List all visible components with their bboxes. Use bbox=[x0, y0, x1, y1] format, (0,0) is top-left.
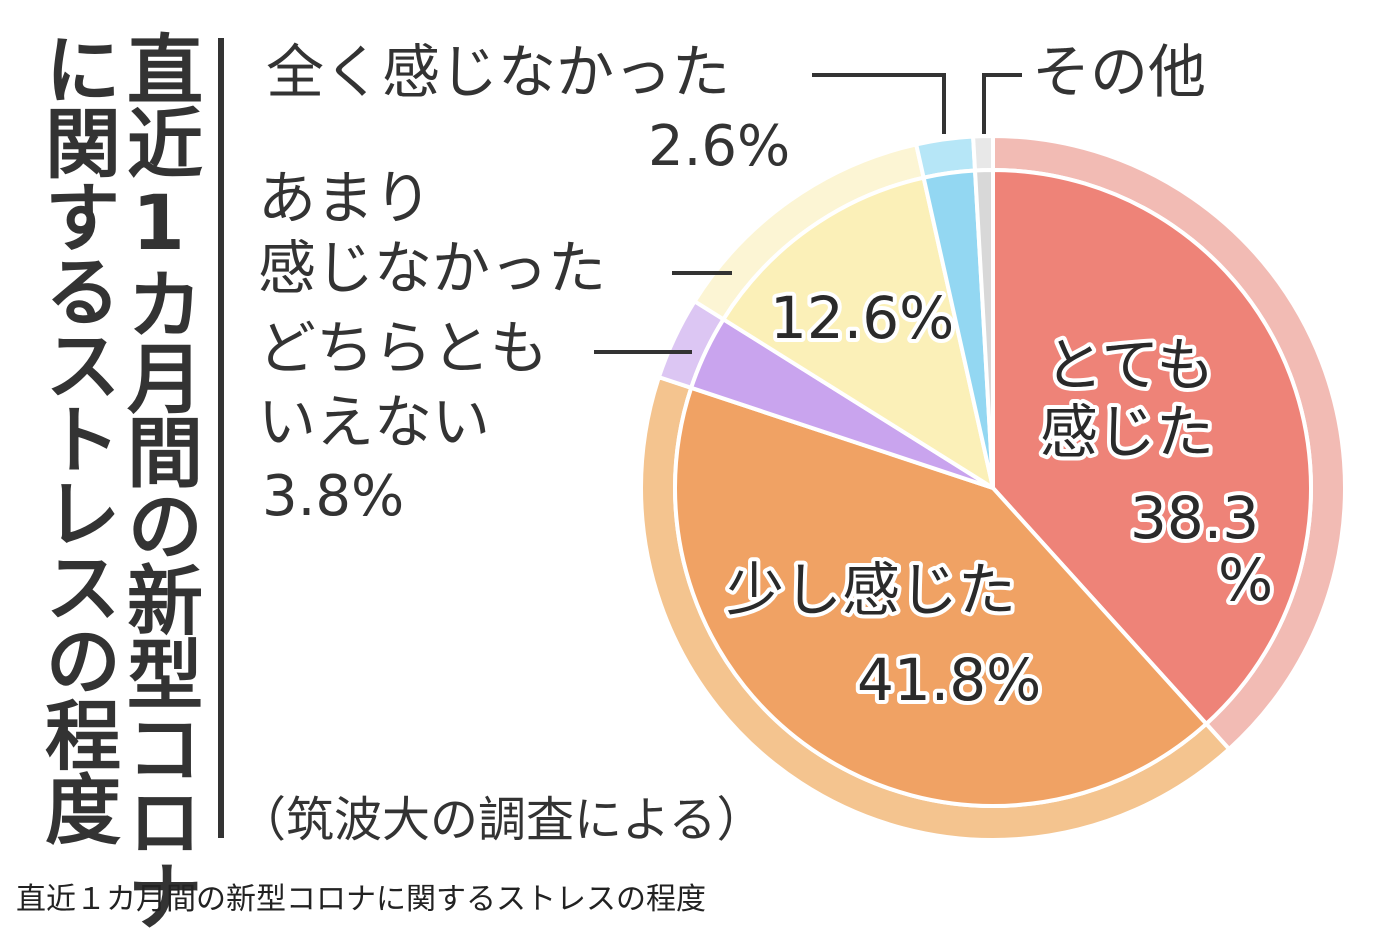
inside-labels: とても 感じた 38.3 % 少し感じた 41.8% 12.6% bbox=[722, 280, 1277, 718]
leader-line-none bbox=[812, 73, 946, 134]
callout-little-label-line2: 感じなかった bbox=[258, 234, 607, 302]
slice-label-very-much-pct-sign: % bbox=[1218, 546, 1273, 614]
pie-slice-somewhat bbox=[672, 385, 1209, 809]
slice-label-very-much-pct: 38.3 bbox=[1130, 484, 1259, 552]
slice-label-very-much-line1: とても bbox=[1045, 331, 1214, 399]
leader-line-other bbox=[982, 73, 1022, 134]
slice-label-somewhat: 少し感じた bbox=[726, 556, 1016, 624]
pie-slice-very-much bbox=[991, 168, 1314, 726]
callout-neutral-pct: 3.8% bbox=[262, 464, 405, 529]
chart-title-line2: に関するストレスの程度 bbox=[32, 30, 121, 844]
pie-slice-little bbox=[721, 175, 995, 490]
chart-title-line1: 直近1カ月間の新型コロナ bbox=[114, 30, 203, 931]
callout-other-label: その他 bbox=[1032, 38, 1207, 106]
callout-neutral-label-line2: いえない bbox=[258, 388, 491, 456]
callout-little-label-line1: あまり bbox=[258, 164, 433, 232]
callout-neutral-label-line1: どちらとも bbox=[258, 314, 549, 382]
pie-slice-other bbox=[973, 168, 995, 490]
callout-none-pct: 2.6% bbox=[648, 114, 791, 179]
pie-slice-ring-other bbox=[970, 133, 995, 173]
slice-label-little-pct: 12.6% bbox=[770, 284, 954, 352]
slice-label-somewhat-pct: 41.8% bbox=[857, 646, 1041, 714]
leader-lines bbox=[594, 73, 1022, 354]
pie-slices bbox=[639, 133, 1347, 842]
slice-label-very-much-line2: 感じた bbox=[1040, 398, 1214, 466]
source-note: （筑波大の調査による） bbox=[238, 792, 765, 848]
caption: 直近１カ月間の新型コロナに関するストレスの程度 bbox=[16, 882, 706, 917]
callout-none-label: 全く感じなかった bbox=[266, 38, 731, 106]
title-divider bbox=[218, 38, 224, 838]
